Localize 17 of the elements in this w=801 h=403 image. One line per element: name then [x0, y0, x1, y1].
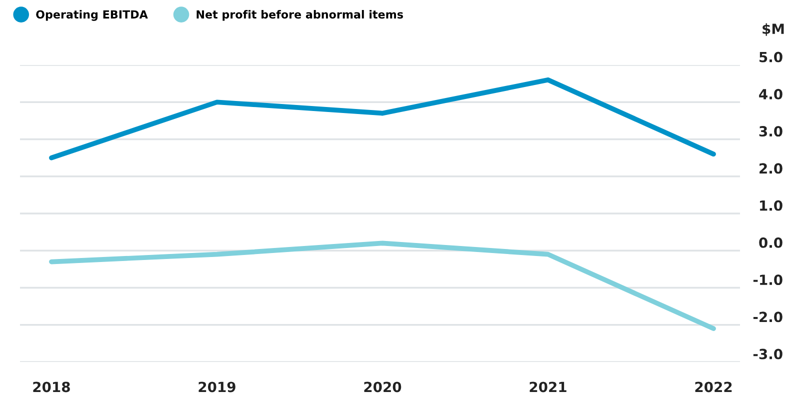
y-tick-label: -3.0	[753, 348, 782, 360]
y-tick-label: -1.0	[753, 274, 782, 286]
x-tick-label: 2019	[198, 382, 236, 392]
y-tick-label: 3.0	[759, 126, 782, 137]
y-tick-label: -2.0	[753, 312, 782, 322]
y-tick-label: 1.0	[760, 200, 782, 211]
y-axis-title: $M	[762, 23, 784, 36]
legend-label: Operating EBITDA	[36, 10, 148, 21]
x-tick-label: 2022	[695, 382, 732, 392]
legend-label: Net profit before abnormal items	[196, 10, 403, 21]
y-tick-label: 4.0	[759, 88, 782, 100]
x-tick-label: 2021	[530, 382, 566, 392]
x-tick-label: 2020	[364, 382, 402, 392]
y-tick-label: 2.0	[760, 163, 782, 174]
x-tick-label: 2018	[33, 382, 70, 392]
y-tick-label: 5.0	[760, 52, 782, 62]
y-tick-label: 0.0	[759, 237, 782, 248]
